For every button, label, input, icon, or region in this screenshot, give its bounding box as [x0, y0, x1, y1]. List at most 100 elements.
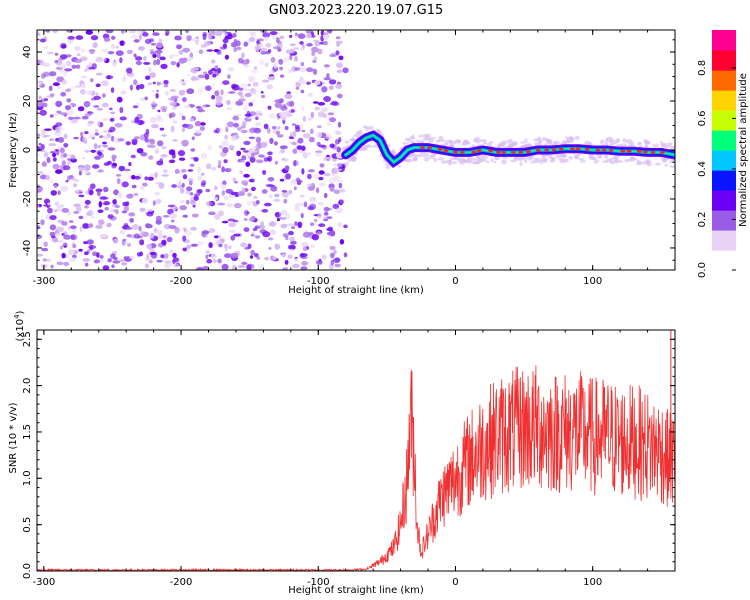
- noise-cell: [95, 56, 104, 63]
- noise-cell: [43, 241, 48, 247]
- noise-cell: [79, 88, 86, 95]
- noise-cell: [233, 122, 240, 128]
- snr-x-label: Height of straight line (km): [288, 585, 424, 596]
- noise-cell: [195, 39, 199, 45]
- noise-cell: [318, 176, 324, 181]
- noise-cell: [84, 149, 90, 153]
- noise-cell: [62, 165, 71, 171]
- signal-peak: [443, 149, 449, 153]
- noise-cell: [208, 69, 213, 75]
- noise-cell: [157, 229, 163, 236]
- noise-cell: [268, 75, 276, 81]
- noise-cell: [81, 75, 88, 79]
- signal-peak: [601, 148, 607, 152]
- noise-cell: [201, 180, 207, 186]
- noise-cell: [222, 38, 229, 44]
- noise-cell: [161, 239, 167, 246]
- noise-cell: [122, 201, 128, 207]
- noise-cell: [147, 141, 151, 147]
- noise-cell: [161, 108, 167, 113]
- noise-cell: [203, 104, 207, 109]
- noise-cell: [42, 102, 48, 108]
- noise-cell: [310, 222, 315, 226]
- colorbar-tick-label: 0.0: [697, 262, 708, 278]
- noise-cell: [90, 149, 96, 153]
- noise-cell: [83, 100, 91, 108]
- signal-halo: [501, 159, 507, 165]
- noise-cell: [163, 80, 169, 85]
- noise-cell: [258, 43, 264, 47]
- noise-cell: [186, 88, 195, 95]
- noise-cell: [266, 157, 271, 161]
- noise-cell: [61, 207, 69, 213]
- noise-cell: [37, 59, 41, 65]
- noise-cell: [104, 206, 109, 211]
- noise-cell: [327, 234, 332, 240]
- noise-cell: [73, 136, 79, 140]
- noise-cell: [276, 134, 284, 138]
- noise-cell: [245, 161, 251, 167]
- noise-cell: [137, 235, 143, 239]
- noise-cell: [309, 196, 317, 203]
- noise-cell: [217, 258, 222, 264]
- noise-cell: [128, 162, 132, 167]
- noise-cell: [329, 53, 337, 58]
- signal-peak: [437, 147, 443, 151]
- noise-cell: [117, 138, 125, 142]
- noise-cell: [171, 95, 179, 99]
- signal-halo: [456, 157, 462, 163]
- noise-cell: [97, 190, 101, 197]
- noise-cell: [335, 36, 341, 40]
- snr-y-label: SNR (10 * v/v): [8, 402, 19, 473]
- noise-cell: [113, 238, 119, 244]
- noise-cell: [102, 33, 110, 40]
- noise-cell: [270, 185, 278, 192]
- signal-halo: [577, 158, 585, 161]
- noise-cell: [161, 134, 168, 137]
- noise-cell: [279, 178, 285, 182]
- snr-multiplier: (x104): [13, 310, 26, 341]
- noise-cell: [170, 125, 175, 133]
- signal-halo: [630, 156, 635, 160]
- noise-cell: [81, 115, 89, 120]
- noise-cell: [313, 56, 318, 60]
- noise-cell: [333, 175, 341, 181]
- signal-halo: [494, 156, 500, 160]
- noise-cell: [96, 107, 103, 111]
- spectrogram-heatmap: [37, 30, 675, 270]
- noise-cell: [84, 164, 91, 171]
- noise-cell: [284, 165, 290, 171]
- signal-halo: [350, 138, 354, 142]
- noise-cell: [111, 264, 115, 269]
- noise-cell: [90, 183, 96, 189]
- noise-cell: [214, 239, 222, 246]
- noise-cell: [182, 235, 187, 242]
- noise-cell: [111, 35, 116, 40]
- noise-cell: [142, 182, 148, 187]
- signal-peak: [496, 150, 501, 154]
- signal-halo: [411, 151, 416, 157]
- noise-cell: [312, 59, 317, 64]
- colorbar-segment: [712, 70, 736, 91]
- noise-cell: [41, 161, 47, 167]
- noise-cell: [102, 57, 107, 62]
- noise-cell: [42, 62, 50, 67]
- noise-cell: [263, 36, 270, 41]
- noise-cell: [273, 198, 281, 202]
- signal-halo: [437, 139, 441, 143]
- noise-cell: [43, 152, 49, 158]
- noise-cell: [316, 125, 322, 129]
- noise-cell: [182, 47, 191, 53]
- noise-cell: [62, 79, 67, 85]
- noise-cell: [338, 55, 344, 61]
- noise-cell: [89, 50, 95, 55]
- noise-cell: [70, 119, 79, 124]
- noise-cell: [116, 174, 122, 177]
- noise-cell: [329, 186, 335, 192]
- noise-cell: [184, 230, 192, 237]
- noise-cell: [241, 180, 249, 186]
- noise-cell: [155, 93, 159, 99]
- noise-cell: [40, 73, 46, 79]
- noise-cell: [169, 213, 178, 219]
